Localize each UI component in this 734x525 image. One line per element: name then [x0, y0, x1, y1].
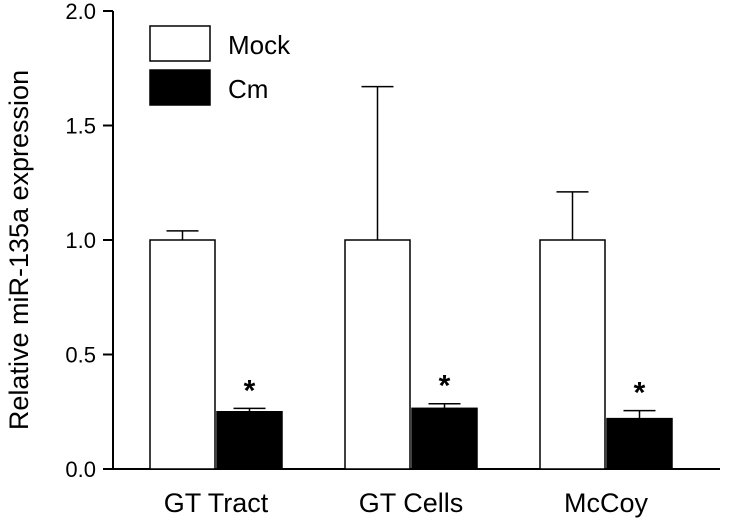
- bar-cm: [606, 417, 673, 470]
- y-tick-label: 1.0: [65, 228, 96, 253]
- x-category-label: GT Cells: [359, 488, 464, 518]
- significance-marker: *: [439, 370, 451, 403]
- legend-label-cm: Cm: [228, 74, 268, 104]
- legend-label-mock: Mock: [228, 30, 291, 60]
- bar-mock: [149, 239, 216, 470]
- legend-swatch-mock: [149, 25, 211, 62]
- y-tick-label: 2.0: [65, 0, 96, 24]
- y-axis-title: Relative miR-135a expression: [4, 70, 34, 430]
- x-category-label: McCoy: [564, 488, 649, 518]
- bars: * * *: [149, 85, 673, 470]
- bar-mock: [539, 239, 606, 470]
- y-tick-label: 1.5: [65, 114, 96, 139]
- legend-swatch-cm: [149, 69, 211, 106]
- y-tick-label: 0.0: [65, 457, 96, 482]
- y-tick-label: 0.5: [65, 343, 96, 368]
- significance-marker: *: [634, 377, 646, 410]
- bar-cm: [411, 407, 478, 470]
- legend: Mock Cm: [149, 25, 291, 106]
- bar-mock: [344, 239, 411, 470]
- significance-marker: *: [244, 374, 256, 407]
- axes: 0.0 0.5 1.0 1.5 2.0 GT Tract GT Cells McCoy: [65, 0, 720, 518]
- bar-cm: [216, 411, 283, 470]
- x-category-label: GT Tract: [164, 488, 269, 518]
